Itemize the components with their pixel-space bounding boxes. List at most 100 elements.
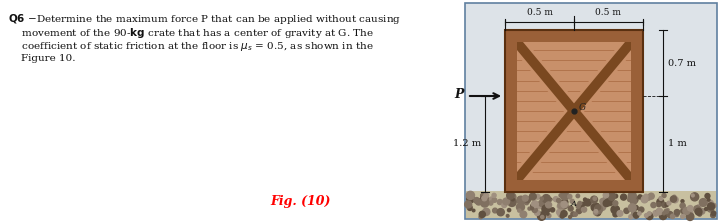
Circle shape bbox=[707, 198, 710, 201]
Text: P: P bbox=[454, 89, 464, 101]
Circle shape bbox=[698, 212, 701, 216]
Circle shape bbox=[711, 211, 716, 216]
Circle shape bbox=[613, 212, 618, 217]
Circle shape bbox=[639, 207, 644, 212]
Circle shape bbox=[542, 195, 550, 203]
Circle shape bbox=[508, 193, 516, 201]
Circle shape bbox=[522, 195, 528, 201]
Circle shape bbox=[644, 194, 648, 198]
Circle shape bbox=[503, 198, 510, 205]
Circle shape bbox=[646, 213, 653, 220]
Circle shape bbox=[667, 208, 669, 211]
Circle shape bbox=[517, 196, 525, 204]
Circle shape bbox=[546, 212, 549, 215]
Circle shape bbox=[681, 200, 684, 203]
Circle shape bbox=[603, 196, 607, 200]
Circle shape bbox=[578, 201, 582, 205]
Circle shape bbox=[518, 197, 523, 202]
Text: 1 m: 1 m bbox=[668, 139, 687, 149]
Circle shape bbox=[492, 193, 496, 197]
Circle shape bbox=[482, 196, 487, 201]
Circle shape bbox=[647, 212, 651, 215]
Circle shape bbox=[557, 204, 562, 209]
Circle shape bbox=[680, 203, 685, 208]
Bar bbox=[505, 30, 643, 192]
Circle shape bbox=[705, 194, 710, 198]
Circle shape bbox=[686, 210, 690, 214]
Circle shape bbox=[507, 192, 514, 199]
Bar bbox=[505, 30, 643, 42]
Circle shape bbox=[631, 205, 634, 208]
Circle shape bbox=[489, 197, 494, 202]
Circle shape bbox=[565, 205, 568, 207]
Circle shape bbox=[479, 215, 482, 219]
Circle shape bbox=[537, 212, 546, 220]
Circle shape bbox=[691, 194, 694, 197]
Circle shape bbox=[561, 192, 569, 200]
Circle shape bbox=[535, 194, 540, 199]
Circle shape bbox=[638, 212, 641, 215]
Circle shape bbox=[532, 207, 537, 212]
Circle shape bbox=[662, 212, 665, 215]
Circle shape bbox=[683, 209, 687, 213]
Circle shape bbox=[670, 214, 675, 218]
Circle shape bbox=[674, 210, 680, 215]
Circle shape bbox=[481, 199, 489, 207]
Circle shape bbox=[591, 204, 599, 211]
Circle shape bbox=[664, 209, 669, 214]
Circle shape bbox=[485, 197, 490, 202]
Circle shape bbox=[611, 205, 619, 214]
Circle shape bbox=[656, 208, 662, 215]
Circle shape bbox=[549, 199, 552, 201]
Bar bbox=[505, 30, 517, 192]
Circle shape bbox=[699, 199, 707, 206]
Circle shape bbox=[642, 196, 648, 203]
Circle shape bbox=[581, 202, 585, 206]
Circle shape bbox=[613, 201, 618, 206]
Circle shape bbox=[492, 198, 497, 202]
Circle shape bbox=[630, 198, 636, 204]
Circle shape bbox=[641, 196, 646, 201]
Circle shape bbox=[531, 207, 534, 210]
Circle shape bbox=[560, 214, 564, 218]
Circle shape bbox=[558, 202, 565, 209]
Circle shape bbox=[474, 198, 480, 203]
Text: 1.2 m: 1.2 m bbox=[453, 139, 481, 149]
Circle shape bbox=[569, 216, 572, 218]
Circle shape bbox=[660, 197, 662, 200]
Circle shape bbox=[467, 191, 474, 200]
Circle shape bbox=[595, 206, 603, 214]
Circle shape bbox=[547, 214, 551, 218]
Circle shape bbox=[683, 208, 690, 214]
Circle shape bbox=[568, 195, 572, 199]
Circle shape bbox=[502, 203, 507, 208]
Circle shape bbox=[480, 211, 485, 218]
Circle shape bbox=[567, 194, 572, 199]
Bar bbox=[466, 191, 716, 218]
Circle shape bbox=[561, 211, 567, 217]
Circle shape bbox=[628, 198, 631, 201]
Circle shape bbox=[541, 215, 544, 219]
Circle shape bbox=[520, 211, 527, 218]
Bar bbox=[505, 180, 643, 192]
Circle shape bbox=[531, 203, 537, 209]
Circle shape bbox=[482, 208, 490, 215]
Circle shape bbox=[594, 210, 598, 213]
Circle shape bbox=[654, 212, 658, 216]
Text: 0.5 m: 0.5 m bbox=[595, 8, 621, 17]
Circle shape bbox=[576, 208, 582, 214]
Circle shape bbox=[699, 208, 705, 214]
Circle shape bbox=[508, 198, 516, 206]
Circle shape bbox=[711, 203, 716, 208]
Circle shape bbox=[711, 213, 716, 218]
Circle shape bbox=[550, 208, 554, 212]
Circle shape bbox=[614, 194, 618, 198]
Circle shape bbox=[631, 213, 636, 218]
Circle shape bbox=[472, 209, 475, 212]
Circle shape bbox=[536, 203, 542, 209]
Circle shape bbox=[589, 200, 595, 206]
Text: coefficient of static friction at the floor is $\mu_s$ = 0.5, as shown in the: coefficient of static friction at the fl… bbox=[8, 40, 374, 53]
Circle shape bbox=[662, 194, 666, 198]
Circle shape bbox=[624, 208, 629, 213]
Circle shape bbox=[685, 210, 693, 217]
